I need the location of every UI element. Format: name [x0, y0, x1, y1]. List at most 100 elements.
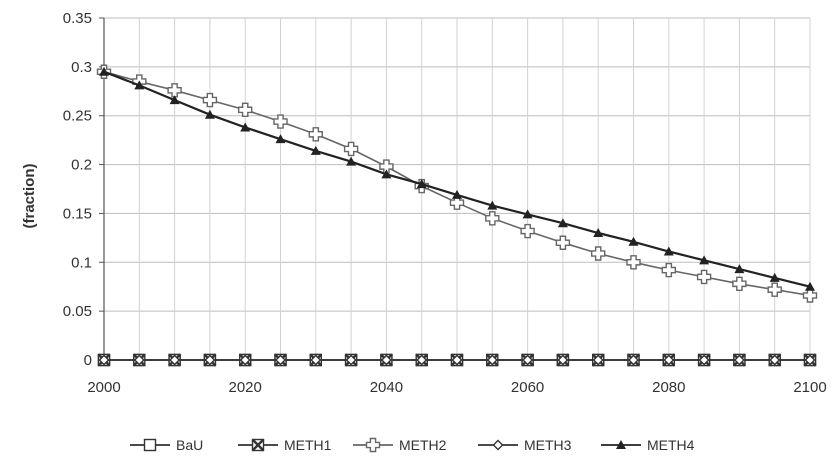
data-point	[275, 354, 286, 366]
marker-x	[251, 438, 265, 452]
marker-triangle	[699, 255, 710, 265]
legend-label: METH1	[284, 437, 332, 453]
data-point	[804, 354, 816, 366]
marker-cross	[379, 159, 394, 174]
data-point	[591, 246, 606, 261]
data-point	[557, 218, 568, 228]
data-point	[343, 141, 359, 157]
marker-triangle	[275, 134, 286, 144]
data-point	[204, 354, 216, 366]
marker-triangle	[616, 440, 626, 449]
marker-triangle	[522, 209, 533, 219]
marker-triangle	[628, 236, 639, 246]
data-point	[616, 440, 626, 449]
data-point	[805, 281, 815, 291]
marker-diamond	[663, 354, 675, 366]
marker-cross	[485, 211, 500, 226]
legend-item-meth1: METH1	[238, 437, 332, 453]
data-point	[626, 255, 641, 270]
marker-diamond	[769, 354, 781, 366]
data-point	[522, 354, 534, 366]
marker-triangle	[204, 109, 215, 119]
x-tick-label: 2020	[229, 379, 262, 396]
marker-diamond	[345, 354, 357, 366]
marker-diamond	[98, 354, 110, 366]
x-tick-label: 2040	[370, 379, 403, 396]
marker-cross	[661, 262, 676, 278]
legend-label: METH3	[524, 437, 572, 453]
data-point	[381, 169, 392, 179]
series-lines	[96, 64, 818, 367]
data-point	[699, 255, 710, 265]
data-point	[310, 145, 321, 155]
axes: 0 0.05 0.1 0.15 0.2 0.25 0.3 0.35 2000 2020 2040 20…	[63, 10, 827, 396]
marker-diamond	[486, 354, 498, 366]
marker-triangle	[769, 272, 780, 282]
x-tick-label: 2000	[87, 379, 120, 396]
marker-cross	[520, 223, 535, 239]
data-point	[275, 134, 286, 144]
marker-triangle	[134, 80, 145, 90]
data-point	[238, 102, 253, 118]
data-point	[167, 83, 182, 98]
legend-item-meth4: METH4	[601, 437, 695, 453]
marker-cross	[555, 235, 571, 250]
marker-cross	[626, 255, 641, 270]
data-point	[133, 354, 145, 366]
x-tick-label: 2080	[652, 379, 685, 396]
y-tick-label: 0.35	[63, 10, 92, 27]
marker-cross	[202, 92, 218, 108]
marker-cross	[449, 195, 465, 210]
marker-triangle	[99, 66, 109, 76]
marker-triangle	[346, 156, 357, 166]
marker-triangle	[805, 281, 815, 291]
y-tick-label: 0.15	[63, 205, 92, 222]
data-point	[769, 354, 781, 366]
data-point	[239, 354, 251, 366]
data-point	[308, 127, 323, 142]
marker-square	[143, 438, 157, 452]
data-point	[98, 354, 110, 366]
series-meth3	[98, 354, 816, 366]
data-point	[416, 354, 428, 366]
marker-triangle	[663, 246, 674, 256]
data-point	[663, 354, 675, 366]
marker-cross	[591, 246, 606, 261]
legend-label: BaU	[176, 437, 203, 453]
data-point	[520, 223, 535, 239]
y-tick-label: 0.2	[71, 157, 92, 174]
data-point	[310, 354, 322, 366]
data-point	[202, 92, 218, 108]
data-point	[555, 235, 571, 250]
data-point	[449, 195, 465, 210]
marker-triangle	[452, 189, 462, 199]
y-tick-label: 0.05	[63, 303, 92, 320]
legend-item-meth2: METH2	[353, 437, 447, 453]
data-point	[452, 189, 462, 199]
marker-triangle	[240, 122, 251, 132]
x-tick-label: 2100	[793, 379, 826, 396]
data-point	[451, 354, 463, 366]
data-point	[273, 114, 288, 129]
data-point	[486, 354, 498, 366]
legend: BaU METH1 METH2 METH3 METH4	[130, 437, 695, 453]
marker-cross	[365, 437, 381, 453]
marker-diamond	[698, 354, 710, 366]
data-point	[698, 354, 710, 366]
marker-cross	[696, 269, 712, 285]
marker-diamond	[557, 354, 569, 366]
series-meth4	[99, 66, 815, 291]
marker-cross	[238, 102, 253, 118]
data-point	[99, 66, 109, 76]
data-point	[169, 354, 181, 366]
data-point	[492, 439, 504, 451]
marker-cross	[167, 83, 182, 98]
marker-triangle	[310, 145, 321, 155]
y-tick-label: 0.3	[71, 59, 92, 76]
data-point	[557, 354, 569, 366]
marker-cross	[273, 114, 288, 129]
marker-diamond	[275, 354, 286, 366]
data-point	[416, 179, 427, 189]
data-point	[802, 288, 818, 303]
